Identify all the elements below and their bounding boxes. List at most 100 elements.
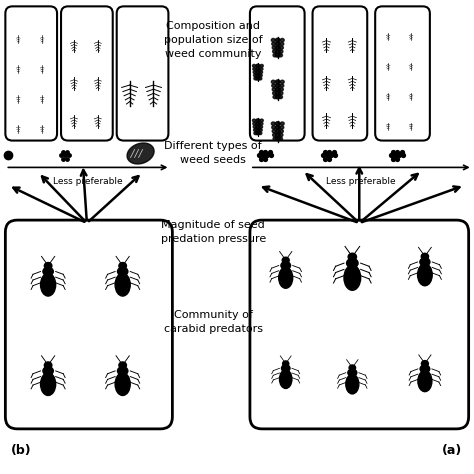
Ellipse shape xyxy=(273,50,276,53)
Ellipse shape xyxy=(41,273,55,296)
Ellipse shape xyxy=(256,132,260,135)
Ellipse shape xyxy=(346,258,358,268)
Ellipse shape xyxy=(275,129,280,133)
Ellipse shape xyxy=(280,88,283,91)
Ellipse shape xyxy=(344,265,361,290)
Ellipse shape xyxy=(259,128,262,131)
Ellipse shape xyxy=(45,263,52,269)
Ellipse shape xyxy=(280,370,292,389)
Ellipse shape xyxy=(254,128,257,131)
Text: Magnitude of seed
predation pressure: Magnitude of seed predation pressure xyxy=(161,220,266,244)
Ellipse shape xyxy=(273,54,277,57)
Ellipse shape xyxy=(281,80,284,83)
Ellipse shape xyxy=(254,74,257,77)
Ellipse shape xyxy=(260,119,263,122)
Ellipse shape xyxy=(280,129,283,133)
Ellipse shape xyxy=(256,119,260,122)
Ellipse shape xyxy=(254,77,257,80)
Ellipse shape xyxy=(348,253,356,261)
Ellipse shape xyxy=(256,125,260,128)
Text: (a): (a) xyxy=(442,444,462,457)
Ellipse shape xyxy=(256,71,260,74)
Ellipse shape xyxy=(281,262,291,269)
Ellipse shape xyxy=(256,122,260,125)
Ellipse shape xyxy=(45,362,52,369)
Ellipse shape xyxy=(272,46,276,49)
FancyBboxPatch shape xyxy=(312,6,367,141)
Ellipse shape xyxy=(271,122,275,125)
FancyBboxPatch shape xyxy=(250,220,469,429)
Ellipse shape xyxy=(273,95,277,99)
Ellipse shape xyxy=(275,80,280,84)
Ellipse shape xyxy=(256,64,260,67)
Ellipse shape xyxy=(348,369,357,376)
Ellipse shape xyxy=(260,64,263,67)
Text: Community of
carabid predators: Community of carabid predators xyxy=(164,310,263,334)
Ellipse shape xyxy=(280,84,284,87)
Ellipse shape xyxy=(275,84,280,88)
Ellipse shape xyxy=(346,374,359,394)
Ellipse shape xyxy=(260,68,263,70)
Ellipse shape xyxy=(280,126,284,129)
Ellipse shape xyxy=(349,365,356,371)
Ellipse shape xyxy=(43,267,53,276)
Text: Different types of
weed seeds: Different types of weed seeds xyxy=(164,141,262,164)
Ellipse shape xyxy=(279,91,283,95)
Ellipse shape xyxy=(275,50,280,54)
Ellipse shape xyxy=(271,38,275,42)
Ellipse shape xyxy=(254,132,257,135)
Ellipse shape xyxy=(283,361,289,366)
FancyBboxPatch shape xyxy=(5,6,57,141)
Ellipse shape xyxy=(260,122,263,125)
Ellipse shape xyxy=(43,367,53,375)
Ellipse shape xyxy=(118,367,128,375)
Ellipse shape xyxy=(271,80,275,83)
Ellipse shape xyxy=(256,77,260,80)
Ellipse shape xyxy=(272,84,275,87)
Ellipse shape xyxy=(256,67,260,71)
Ellipse shape xyxy=(282,257,289,264)
Ellipse shape xyxy=(279,133,283,137)
Ellipse shape xyxy=(119,263,127,269)
Ellipse shape xyxy=(41,373,55,395)
Ellipse shape xyxy=(127,143,154,164)
Text: Composition and
population size of
weed community: Composition and population size of weed … xyxy=(164,21,263,59)
Ellipse shape xyxy=(256,74,260,77)
Ellipse shape xyxy=(259,132,262,135)
Ellipse shape xyxy=(418,371,432,392)
Ellipse shape xyxy=(253,68,256,70)
Ellipse shape xyxy=(118,267,128,276)
FancyBboxPatch shape xyxy=(5,220,173,429)
Ellipse shape xyxy=(280,46,283,49)
Ellipse shape xyxy=(275,54,280,57)
Ellipse shape xyxy=(279,54,283,57)
Ellipse shape xyxy=(275,122,280,126)
Ellipse shape xyxy=(418,264,432,286)
Ellipse shape xyxy=(275,126,280,129)
Ellipse shape xyxy=(279,50,283,53)
Text: Less preferable: Less preferable xyxy=(53,177,123,186)
Ellipse shape xyxy=(253,119,255,122)
Ellipse shape xyxy=(279,95,283,99)
Ellipse shape xyxy=(259,126,263,128)
Ellipse shape xyxy=(253,122,256,125)
Ellipse shape xyxy=(256,128,260,132)
Ellipse shape xyxy=(275,133,280,137)
Ellipse shape xyxy=(253,126,256,128)
Ellipse shape xyxy=(281,38,284,42)
Ellipse shape xyxy=(275,137,280,141)
Ellipse shape xyxy=(282,365,290,372)
Ellipse shape xyxy=(259,77,262,80)
Ellipse shape xyxy=(115,273,130,296)
Ellipse shape xyxy=(279,137,283,140)
Ellipse shape xyxy=(275,95,280,99)
Ellipse shape xyxy=(253,71,256,73)
Ellipse shape xyxy=(275,46,280,50)
Ellipse shape xyxy=(280,42,284,46)
Ellipse shape xyxy=(421,253,428,260)
Ellipse shape xyxy=(115,373,130,395)
Ellipse shape xyxy=(420,365,430,373)
Ellipse shape xyxy=(259,74,262,77)
Ellipse shape xyxy=(275,38,280,42)
Ellipse shape xyxy=(275,42,280,46)
